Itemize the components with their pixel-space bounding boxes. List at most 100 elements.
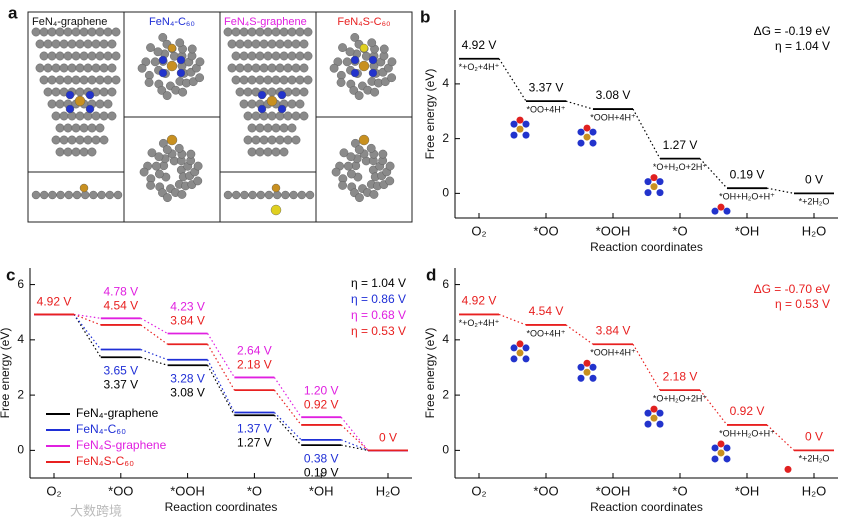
atom: [251, 111, 261, 121]
atom: [107, 111, 117, 121]
y-tick-label: 0: [442, 443, 449, 457]
atom: [577, 363, 585, 371]
y-axis-label: Free energy (eV): [0, 328, 12, 419]
x-tick-label: *OH: [735, 223, 760, 238]
step-label: *+O₂+4H⁺: [459, 62, 500, 72]
atom: [255, 123, 265, 133]
atom: [239, 75, 249, 85]
annotation: ΔG = -0.70 eV: [754, 282, 830, 296]
connector: [565, 100, 594, 110]
atom: [583, 368, 591, 376]
atom: [85, 90, 95, 100]
atom: [510, 355, 518, 363]
value-label: 4.92 V: [462, 38, 497, 52]
value-label: 3.84 V: [596, 323, 631, 337]
x-axis-label: Reaction coordinates: [590, 500, 703, 514]
value-label: 1.27 V: [663, 138, 698, 152]
y-tick-label: 6: [442, 277, 449, 291]
connector: [140, 348, 168, 361]
value-label: 3.84 V: [170, 314, 205, 328]
atom: [71, 123, 81, 133]
value-label: 1.20 V: [304, 383, 339, 397]
atom: [55, 51, 65, 61]
atom: [257, 104, 267, 114]
atom: [277, 104, 287, 114]
panel-label: b: [420, 7, 430, 26]
atom: [263, 123, 273, 133]
value-label: 0.92 V: [304, 397, 339, 411]
x-tick-label: *OH: [309, 483, 334, 498]
panel-a-title: FeN₄-C₆₀: [149, 16, 195, 28]
atom: [63, 147, 73, 157]
atom: [91, 135, 101, 145]
atom: [72, 190, 82, 200]
atom: [158, 33, 168, 42]
atom: [656, 420, 664, 428]
atom: [64, 190, 74, 200]
atom: [279, 27, 289, 37]
atom: [240, 190, 249, 200]
atom: [95, 27, 105, 37]
atom: [79, 147, 89, 157]
value-label: 2.64 V: [237, 344, 272, 358]
atom: [583, 133, 591, 141]
atom: [711, 444, 719, 452]
connector: [632, 108, 661, 159]
atom: [235, 87, 245, 97]
atom: [107, 87, 117, 97]
atom: [299, 63, 309, 73]
atom: [47, 75, 57, 85]
y-tick-label: 2: [442, 131, 449, 145]
atom: [103, 75, 113, 85]
value-label: 0.38 V: [304, 451, 339, 465]
atom: [368, 68, 378, 78]
connector: [207, 343, 235, 391]
atom: [95, 75, 105, 85]
atom: [295, 99, 305, 109]
atom: [166, 134, 178, 146]
atom: [75, 135, 85, 145]
x-tick-label: O₂: [471, 223, 486, 238]
atom: [55, 123, 65, 133]
atom: [87, 51, 97, 61]
atom: [299, 111, 309, 121]
atom: [350, 33, 360, 42]
atom: [75, 87, 85, 97]
atom: [279, 123, 289, 133]
atom: [264, 190, 274, 200]
atom: [151, 161, 161, 171]
atom: [287, 99, 297, 109]
atom: [55, 27, 65, 37]
x-axis-label: Reaction coordinates: [165, 500, 278, 514]
atom: [251, 39, 261, 49]
connector: [207, 333, 235, 378]
atom: [193, 176, 203, 186]
atom: [227, 39, 237, 49]
atom: [223, 27, 233, 37]
atom: [297, 190, 306, 200]
atom: [71, 27, 81, 37]
atom: [167, 43, 177, 53]
atom: [355, 193, 364, 203]
y-tick-label: 6: [17, 277, 24, 291]
atom: [266, 95, 278, 107]
y-tick-label: 0: [17, 443, 24, 457]
x-tick-label: H₂O: [802, 483, 827, 498]
atom: [166, 60, 178, 72]
atom: [51, 63, 61, 73]
legend-label: FeN₄-graphene: [76, 406, 159, 420]
value-label: 0 V: [805, 173, 823, 187]
value-label: 0.19 V: [304, 465, 339, 479]
atom: [107, 39, 117, 49]
atom: [154, 152, 164, 162]
atom: [79, 75, 89, 85]
connector: [73, 313, 102, 326]
atom: [271, 75, 281, 85]
watermark: 大数跨境: [70, 503, 122, 518]
atom: [644, 420, 652, 428]
atom: [177, 190, 187, 199]
atom: [717, 440, 725, 448]
atom: [255, 75, 265, 85]
atom: [271, 183, 281, 193]
atom: [243, 111, 253, 121]
